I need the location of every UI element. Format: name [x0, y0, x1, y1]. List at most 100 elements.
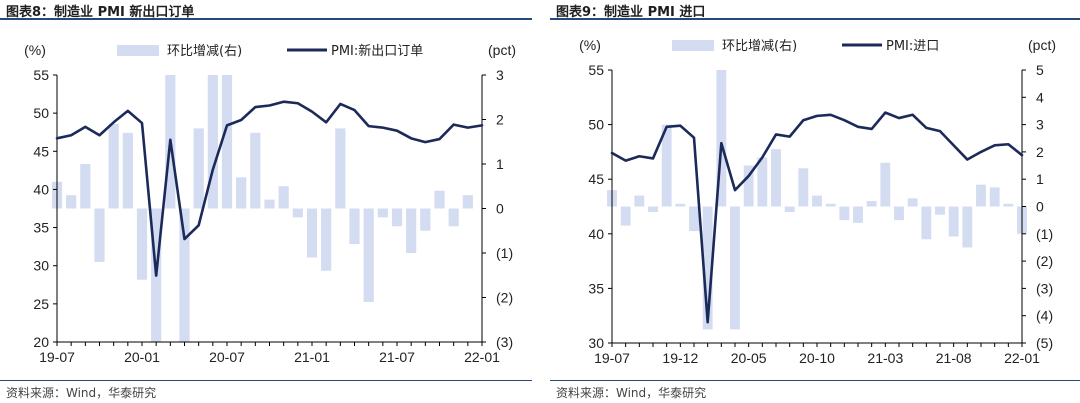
- x-tick-label: 22-01: [464, 349, 500, 365]
- bar-mom-change: [108, 123, 119, 209]
- x-tick-label: 21-07: [379, 349, 415, 365]
- bar-mom-change: [921, 206, 932, 240]
- right-tick-label: 5: [1036, 62, 1044, 78]
- series-line-pmi: [610, 111, 1024, 324]
- right-tick-label: 2: [1036, 144, 1044, 160]
- left-tick-label: 40: [588, 226, 604, 242]
- chart-title: 图表9：制造业 PMI 进口: [556, 1, 705, 20]
- bar-mom-change: [136, 208, 148, 280]
- bar-mom-change: [798, 168, 809, 207]
- bar-mom-change: [894, 206, 904, 221]
- legend-line-label: PMI:新出口订单: [331, 43, 423, 59]
- bar-mom-change: [448, 208, 459, 227]
- bar-mom-change: [989, 187, 1000, 207]
- right-tick-label: (4): [1036, 308, 1053, 324]
- right-tick-label: (2): [1036, 253, 1053, 269]
- right-tick-label: (3): [1036, 280, 1053, 296]
- bar-mom-change: [335, 128, 346, 209]
- bar-mom-change: [391, 208, 403, 227]
- bar-mom-change: [349, 208, 360, 245]
- right-tick-label: 0: [496, 201, 504, 217]
- bar-mom-change: [406, 208, 417, 253]
- left-tick-label: 55: [33, 67, 49, 83]
- bar-mom-change: [771, 149, 781, 207]
- right-tick-label: 0: [1036, 199, 1044, 215]
- bar-mom-change: [948, 206, 959, 237]
- legend-bar-label: 环比增减(右): [722, 39, 797, 54]
- bar-mom-change: [634, 195, 645, 207]
- x-tick-label: 20-01: [124, 349, 160, 365]
- x-tick-label: 20-07: [209, 349, 245, 365]
- chart-title-prefix: 图表9：: [556, 5, 605, 20]
- left-tick-label: 20: [33, 334, 49, 350]
- source-note: 资料来源：Wind，华泰研究: [556, 386, 707, 400]
- right-unit-label: (pct): [1028, 37, 1056, 53]
- bar-mom-change: [743, 165, 754, 207]
- right-tick-label: 3: [496, 67, 504, 83]
- bar-mom-change: [716, 70, 727, 207]
- right-tick-label: (1): [496, 245, 513, 261]
- chart-title-prefix: 图表8：: [6, 5, 55, 20]
- bar-mom-change: [80, 164, 91, 209]
- right-tick-label: 3: [1036, 117, 1044, 133]
- series-line-pmi: [55, 100, 484, 277]
- right-tick-label: (3): [496, 334, 513, 350]
- legend-bar-swatch: [117, 45, 159, 56]
- right-tick-label: 4: [1036, 89, 1044, 105]
- bar-mom-change: [661, 124, 672, 207]
- x-tick-label: 19-07: [39, 349, 75, 365]
- x-tick-label: 21-03: [867, 350, 903, 366]
- bar-mom-change: [278, 186, 289, 209]
- bar-mom-change: [363, 208, 374, 302]
- left-tick-label: 35: [588, 280, 604, 296]
- bar-mom-change: [620, 206, 631, 226]
- bar-mom-change: [757, 157, 768, 207]
- left-tick-label: 25: [33, 296, 49, 312]
- bar-mom-change: [377, 208, 388, 218]
- bar-mom-change: [193, 128, 204, 209]
- bar-mom-change: [853, 206, 863, 223]
- chart-title: 图表8：制造业 PMI 新出口订单: [6, 1, 194, 20]
- bar-mom-change: [1003, 203, 1014, 207]
- chart-panel-import: 图表9：制造业 PMI 进口 30 35 40 45 50 55 5 4 3 2 1 0 (1) (2)(…: [550, 0, 1080, 403]
- chart-svg: 20 25 30 35 40 45 50 55 3 2 1 0 (1) (2) (3) 19-07 20-01 2…: [24, 42, 516, 365]
- right-tick-label: (2): [496, 290, 513, 306]
- x-tick-label: 20-05: [731, 350, 767, 366]
- bar-mom-change: [264, 199, 275, 209]
- left-tick-label: 30: [588, 335, 604, 351]
- bar-mom-change: [880, 162, 891, 207]
- source-rule: [550, 380, 1080, 381]
- chart-title-text: 制造业 PMI 新出口订单: [54, 5, 195, 20]
- bar-mom-change: [420, 208, 431, 231]
- bar-mom-change: [839, 206, 850, 221]
- x-tick-label: 19-07: [594, 350, 630, 366]
- left-tick-label: 50: [588, 117, 604, 133]
- x-tick-label: 21-01: [294, 349, 330, 365]
- bar-mom-change: [730, 206, 740, 330]
- bar-mom-change: [675, 203, 686, 207]
- title-rule: [0, 18, 532, 20]
- bar-mom-change: [250, 132, 261, 209]
- bar-mom-change: [236, 177, 247, 209]
- right-tick-label: (1): [1036, 226, 1053, 242]
- bar-mom-change: [66, 195, 77, 209]
- bar-mom-change: [434, 190, 445, 209]
- right-tick-label: 1: [1036, 171, 1044, 187]
- bar-mom-change: [976, 184, 986, 207]
- bar-mom-change: [221, 75, 233, 209]
- left-tick-label: 40: [33, 181, 49, 197]
- x-tick-label: 21-08: [936, 350, 972, 366]
- left-unit-label: (%): [24, 42, 46, 58]
- bar-mom-change: [702, 206, 713, 330]
- x-tick-label: 19-12: [662, 350, 698, 366]
- bar-mom-change: [648, 206, 658, 212]
- left-tick-label: 45: [588, 171, 604, 187]
- left-tick-label: 30: [33, 258, 49, 274]
- bar-mom-change: [812, 195, 822, 207]
- chart-panel-new-export-orders: 图表8：制造业 PMI 新出口订单 20 25 30 35 40 45 50 55 3 2 1 0 (1…: [0, 0, 532, 403]
- bar-mom-change: [122, 132, 133, 209]
- bar-mom-change: [321, 208, 332, 271]
- chart-title-text: 制造业 PMI 进口: [604, 5, 706, 20]
- bar-mom-change: [825, 203, 836, 207]
